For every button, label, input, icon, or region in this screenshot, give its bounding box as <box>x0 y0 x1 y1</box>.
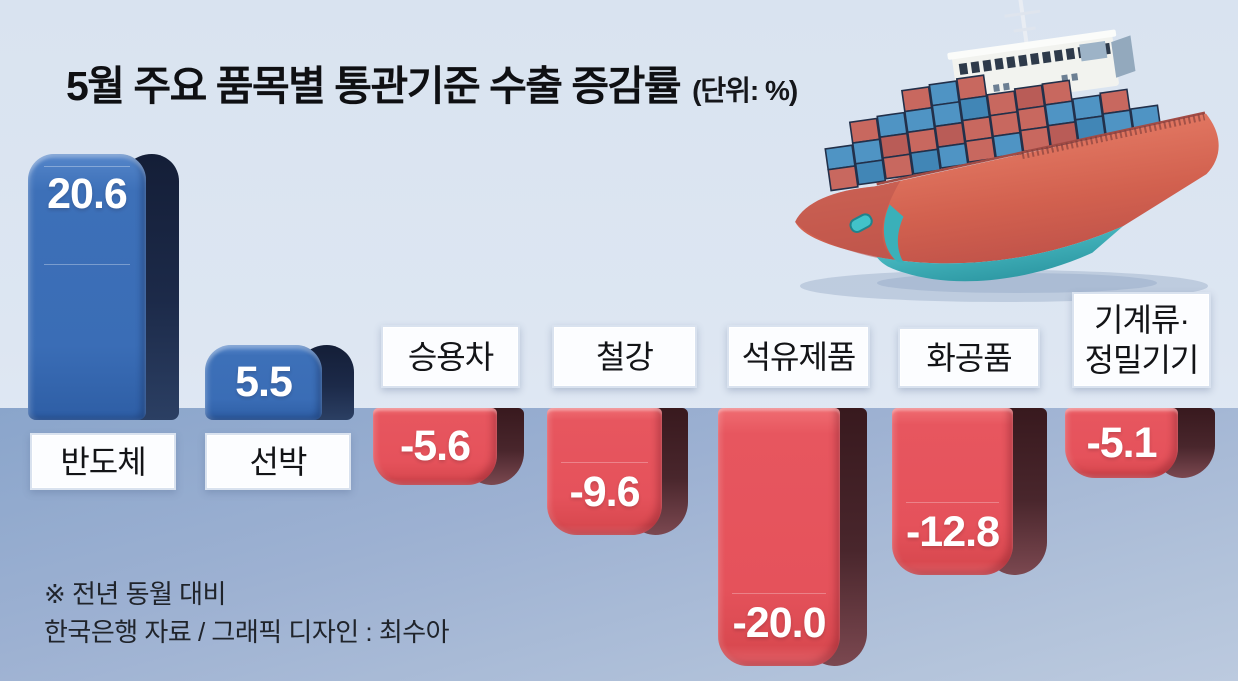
category-label-passenger-cars: 승용차 <box>381 325 520 388</box>
bar-face: -20.0 <box>718 408 840 666</box>
bar-value: 5.5 <box>235 358 293 406</box>
bar-value: -9.6 <box>569 468 640 516</box>
title-text: 5월 주요 품목별 통관기준 수출 증감률 <box>66 63 682 109</box>
container-ship-icon <box>795 0 1219 302</box>
bar-face: -5.6 <box>373 408 497 485</box>
category-label-chemical-products: 화공품 <box>898 327 1040 388</box>
bar-face: -9.6 <box>547 408 662 535</box>
bar-value: -5.1 <box>1086 418 1157 467</box>
bar-value: -20.0 <box>732 599 826 647</box>
container-ship-illustration <box>772 0 1238 312</box>
bar-face: 20.6 <box>28 154 146 420</box>
bar-steel: -9.6 <box>547 408 688 535</box>
category-label-machinery-precision-instruments: 기계류· 정밀기기 <box>1072 292 1211 388</box>
bar-chemical-products: -12.8 <box>892 408 1047 575</box>
category-label-semiconductors: 반도체 <box>30 433 176 490</box>
bar-face: -12.8 <box>892 408 1013 575</box>
bar-value: -12.8 <box>905 508 1000 556</box>
bar-semiconductors: 20.6 <box>28 154 179 420</box>
bar-passenger-cars: -5.6 <box>373 408 524 485</box>
bar-value: 20.6 <box>47 170 128 218</box>
footnote: ※ 전년 동월 대비 <box>44 579 226 609</box>
bar-face: 5.5 <box>205 345 322 420</box>
title-unit: (단위: %) <box>692 75 798 106</box>
category-label-petroleum-products: 석유제품 <box>727 325 870 388</box>
category-label-steel: 철강 <box>552 325 697 388</box>
bar-petroleum-products: -20.0 <box>718 408 867 666</box>
source-credit: 한국은행 자료 / 그래픽 디자인 : 최수아 <box>44 617 450 647</box>
page-title: 5월 주요 품목별 통관기준 수출 증감률 (단위: %) <box>66 52 798 112</box>
category-label-ships: 선박 <box>205 433 351 490</box>
bar-face: -5.1 <box>1065 408 1178 478</box>
bar-ships: 5.5 <box>205 345 354 420</box>
bar-machinery-precision-instruments: -5.1 <box>1065 408 1215 478</box>
bar-value: -5.6 <box>399 422 471 470</box>
